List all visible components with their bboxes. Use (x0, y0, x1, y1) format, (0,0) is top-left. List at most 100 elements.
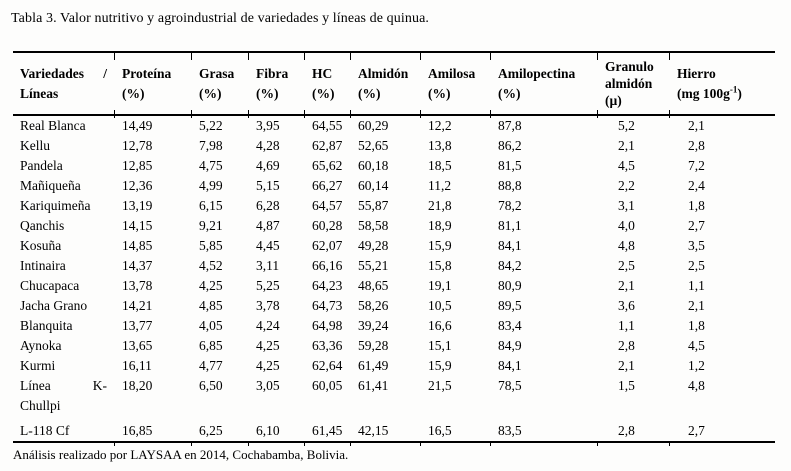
amilosa-cell: 18,5 (428, 158, 452, 173)
grasa-cell: 4,05 (199, 318, 223, 333)
granulo-cell: 1,5 (618, 378, 635, 393)
granulo-cell: 4,5 (618, 158, 635, 173)
col-header-proteina: Proteína (%) (114, 51, 192, 119)
almidon-cell: 48,65 (358, 278, 389, 293)
proteina-cell: 12,85 (122, 158, 153, 173)
hc-cell: 64,23 (312, 278, 343, 293)
hierro-cell: 2,1 (688, 118, 705, 133)
col-header-granulo-almidon: Granulo almidón (µ) (597, 51, 670, 119)
variety-name: Kellu (20, 138, 50, 153)
fibra-cell: 5,15 (256, 178, 280, 193)
almidon-cell: 60,18 (358, 158, 389, 173)
amilosa-cell: 21,8 (428, 198, 452, 213)
amilopectina-cell: 84,2 (498, 258, 522, 273)
table-row: Aynoka 13,65 6,85 4,25 63,36 59,28 15,1 … (13, 336, 775, 356)
variety-name-cell: Qanchis (13, 216, 115, 236)
fibra-cell: 4,25 (256, 338, 280, 353)
almidon-cell: 59,28 (358, 338, 389, 353)
table-row: Jacha Grano 14,21 4,85 3,78 64,73 58,26 … (13, 296, 775, 316)
variety-name: Chucapaca (20, 278, 80, 293)
header-unit: (%) (312, 85, 335, 101)
variety-name-cell: Kosuña (13, 236, 115, 256)
hierro-cell: 4,8 (688, 378, 705, 393)
table-row: Qanchis 14,15 9,21 4,87 60,28 58,58 18,9… (13, 216, 775, 236)
almidon-cell: 60,29 (358, 118, 389, 133)
hc-cell: 62,64 (312, 358, 343, 373)
amilopectina-cell: 88,8 (498, 178, 522, 193)
variety-name-cell: Línea K- Chullpi (13, 376, 115, 416)
variety-name: Intinaira (20, 258, 66, 273)
grasa-cell: 5,85 (199, 238, 223, 253)
grasa-cell: 9,21 (199, 218, 223, 233)
header-word: Amilosa (428, 65, 476, 81)
header-word: Hierro (677, 65, 716, 81)
hc-cell: 64,73 (312, 298, 343, 313)
hierro-cell: 1,8 (688, 198, 705, 213)
hierro-cell: 2,7 (669, 416, 775, 446)
proteina-cell: 12,78 (122, 138, 153, 153)
hierro-cell: 2,7 (688, 218, 705, 233)
header-unit: (%) (498, 85, 521, 101)
amilosa-cell: 21,5 (428, 378, 452, 393)
amilopectina-cell: 78,2 (498, 198, 522, 213)
variety-name: Real Blanca (20, 118, 86, 133)
granulo-cell: 3,1 (618, 198, 635, 213)
proteina-cell: 16,11 (122, 358, 152, 373)
header-word: HC (312, 65, 333, 81)
hierro-cell: 1,2 (688, 358, 705, 373)
granulo-cell: 2,2 (618, 178, 635, 193)
table-row: Kosuña 14,85 5,85 4,45 62,07 49,28 15,9 … (13, 236, 775, 256)
header-unit: (mg 100g-1) (677, 84, 742, 101)
table-caption: Tabla 3. Valor nutritivo y agroindustria… (11, 11, 429, 26)
hierro-cell: 2,8 (688, 138, 705, 153)
hc-cell: 66,16 (312, 258, 343, 273)
amilopectina-cell: 84,1 (498, 358, 522, 373)
amilosa-cell: 18,9 (428, 218, 452, 233)
variety-name-cell: L-118 Cf (13, 416, 115, 443)
variety-name-cell: Intinaira (13, 256, 115, 276)
proteina-cell: 14,49 (122, 118, 153, 133)
col-header-hc: HC (%) (304, 51, 351, 119)
granulo-cell: 2,1 (618, 278, 635, 293)
header-word: Amilopectina (498, 65, 576, 81)
document-page: Tabla 3. Valor nutritivo y agroindustria… (0, 11, 791, 471)
header-word: Granulo (605, 59, 654, 74)
granulo-cell: 5,2 (618, 118, 635, 133)
header-line2: Líneas (20, 85, 59, 101)
variety-name-cell: Blanquita (13, 316, 115, 336)
amilosa-cell: 15,1 (428, 338, 452, 353)
hierro-cell: 2,4 (688, 178, 705, 193)
proteina-cell: 14,15 (122, 218, 153, 233)
variety-name: Kurmi (20, 358, 56, 373)
fibra-cell: 3,95 (256, 118, 280, 133)
header-unit: (%) (428, 85, 451, 101)
fibra-cell: 3,78 (256, 298, 280, 313)
almidon-cell: 49,28 (358, 238, 389, 253)
grasa-cell: 5,22 (199, 118, 223, 133)
hc-cell: 63,36 (312, 338, 343, 353)
variety-name-cont: K- (92, 378, 107, 393)
amilosa-cell: 15,9 (428, 358, 452, 373)
fibra-cell: 6,10 (248, 416, 305, 446)
amilosa-cell: 13,8 (428, 138, 452, 153)
hierro-cell: 1,8 (688, 318, 705, 333)
proteina-cell: 13,19 (122, 198, 153, 213)
variety-name-cell: Jacha Grano (13, 296, 115, 316)
hc-cell: 60,28 (312, 218, 343, 233)
header-unit: (%) (358, 85, 381, 101)
amilopectina-cell: 86,2 (498, 138, 522, 153)
col-header-grasa: Grasa (%) (191, 51, 249, 119)
fibra-cell: 4,24 (256, 318, 280, 333)
header-slash: / (103, 65, 107, 81)
hc-cell: 65,62 (312, 158, 343, 173)
col-header-variedades-lineas: Variedades / Líneas (13, 51, 115, 116)
amilosa-cell: 15,8 (428, 258, 452, 273)
table-body: Real Blanca 14,49 5,22 3,95 64,55 60,29 … (13, 115, 775, 446)
header-word: Variedades (20, 65, 85, 81)
amilopectina-cell: 83,4 (498, 318, 522, 333)
hierro-cell: 2,1 (688, 298, 705, 313)
proteina-cell: 14,85 (122, 238, 153, 253)
col-header-almidon: Almidón (%) (350, 51, 421, 119)
granulo-cell: 1,1 (618, 318, 635, 333)
variety-name-cell: Chucapaca (13, 276, 115, 296)
